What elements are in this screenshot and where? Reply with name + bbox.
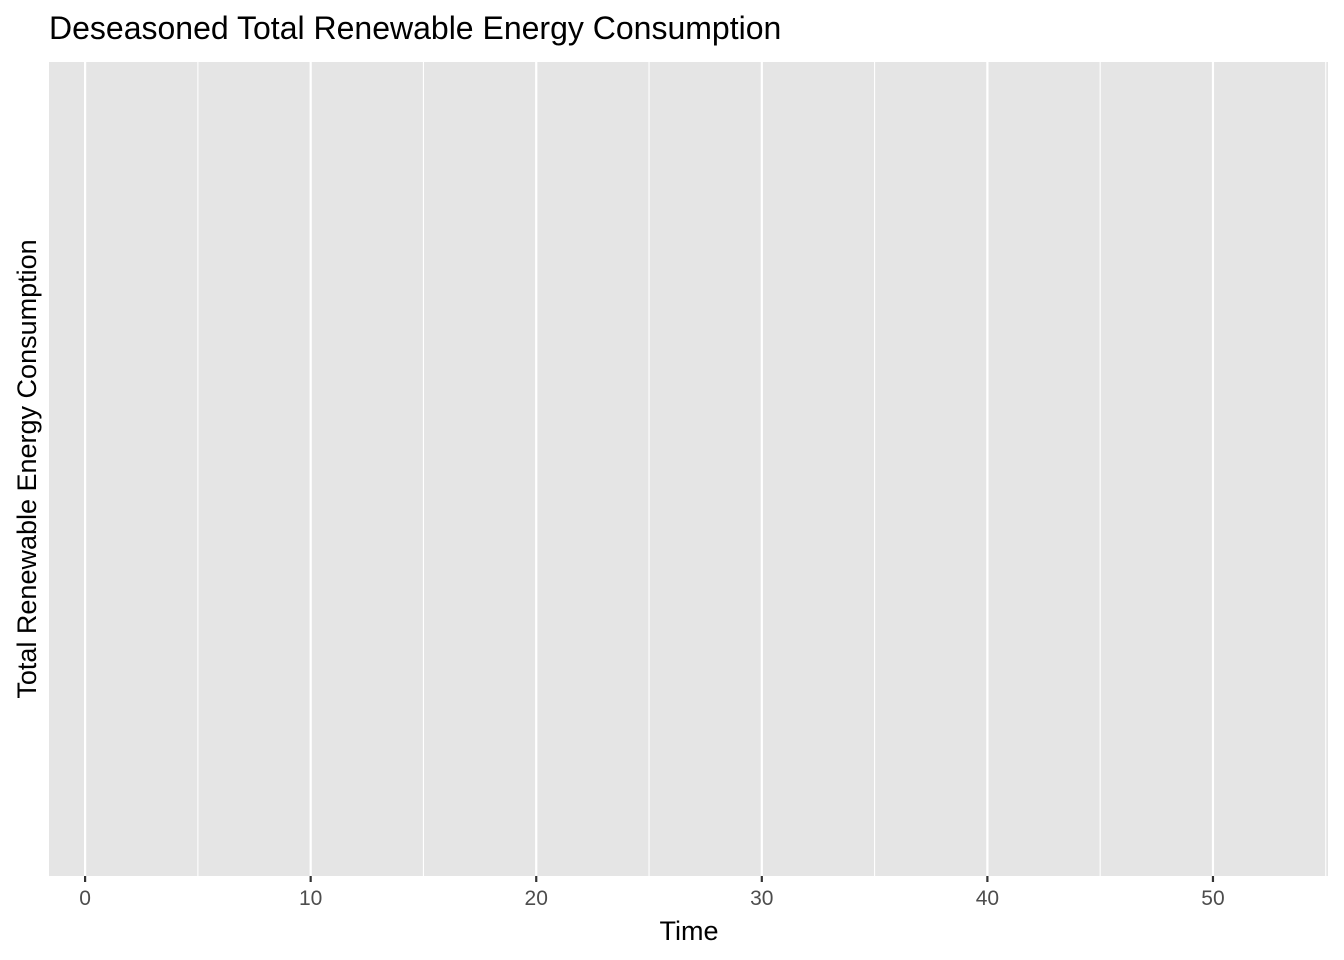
x-tick-label: 50 xyxy=(1201,887,1224,910)
x-tick-label: 40 xyxy=(976,887,999,910)
x-tick-label: 0 xyxy=(79,887,91,910)
y-axis-title: Total Renewable Energy Consumption xyxy=(12,239,42,698)
x-tick-label: 10 xyxy=(299,887,322,910)
plot-panel xyxy=(49,62,1328,876)
chart-title: Deseasoned Total Renewable Energy Consum… xyxy=(49,10,781,46)
x-axis-ticks xyxy=(83,876,1215,882)
x-tick-label: 20 xyxy=(525,887,548,910)
x-tick-label: 30 xyxy=(750,887,773,910)
minor-grid xyxy=(197,62,1327,876)
major-grid xyxy=(83,62,1215,876)
x-axis-title: Time xyxy=(660,916,719,946)
x-axis-tick-labels: 0 10 20 30 40 50 xyxy=(79,887,1224,910)
